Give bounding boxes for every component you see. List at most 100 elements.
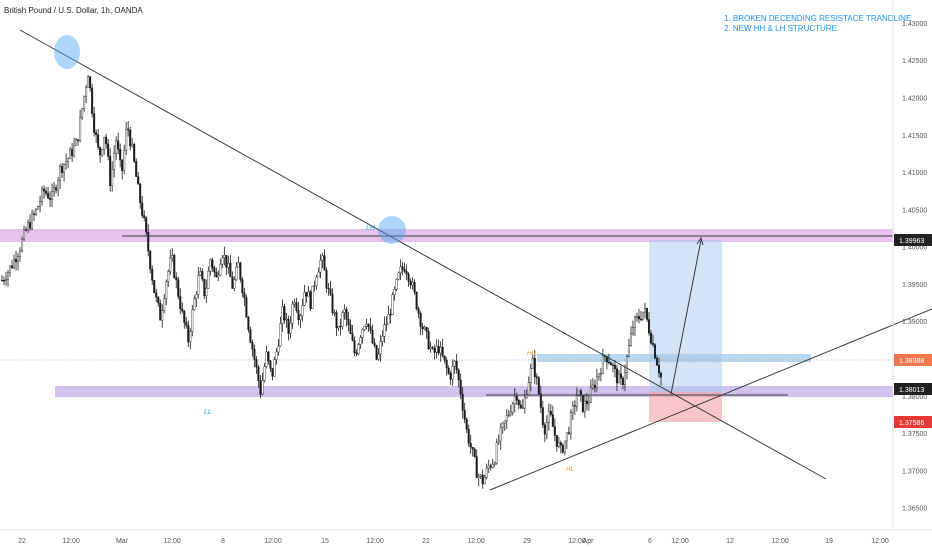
candle	[325, 267, 328, 293]
candle-body	[209, 259, 212, 272]
candle	[649, 330, 652, 345]
candle-body	[473, 448, 476, 457]
candle-body	[163, 298, 166, 311]
time-axis[interactable]: 22 12:00 Mar 12:00 8 12:00 15 12:00 22 12:00 29 12:…	[18, 538, 889, 545]
candle-body	[575, 395, 578, 407]
candle	[133, 142, 136, 163]
candle-body	[507, 414, 510, 416]
candle	[115, 136, 118, 161]
candle	[231, 271, 234, 289]
candle-body	[559, 442, 562, 446]
candle-body	[373, 342, 376, 346]
candle-body	[443, 355, 446, 361]
candle-body	[225, 255, 228, 268]
candle-body	[433, 348, 436, 353]
candle	[99, 146, 102, 164]
candle-body	[421, 326, 424, 330]
candle	[161, 304, 164, 328]
candle-body	[185, 322, 188, 326]
candle-body	[601, 355, 604, 374]
candle-body	[117, 140, 120, 150]
candle-body	[439, 346, 442, 354]
candle-body	[509, 412, 512, 415]
candle	[345, 306, 348, 327]
candle	[63, 163, 66, 182]
descending-trendline[interactable]	[19, 29, 827, 480]
candle-body	[353, 340, 356, 353]
candle	[27, 219, 30, 234]
candle-body	[623, 372, 626, 385]
candle	[121, 159, 124, 180]
candle-body	[567, 432, 570, 434]
candle-body	[305, 292, 308, 297]
candle-body	[477, 475, 480, 478]
candle-body	[149, 251, 152, 270]
y-tick-label: 1.38000	[902, 394, 927, 401]
candle-body	[633, 316, 636, 328]
candle-body	[571, 405, 574, 413]
projection-arrow[interactable]	[670, 239, 702, 395]
ascending-trendline[interactable]	[489, 308, 932, 491]
candle	[337, 325, 340, 331]
candle	[311, 285, 314, 309]
candle	[493, 461, 496, 467]
candle-body	[583, 400, 586, 412]
candle	[449, 370, 452, 386]
candle	[657, 357, 660, 378]
candle-body	[155, 292, 158, 298]
candle-body	[395, 279, 398, 290]
candle-body	[13, 258, 16, 268]
candle-body	[407, 273, 410, 282]
candle-body	[53, 187, 56, 192]
candle	[461, 387, 464, 419]
candle-body	[289, 322, 292, 334]
candle-body	[259, 380, 262, 395]
candle	[293, 298, 296, 308]
candle	[391, 292, 394, 316]
candle	[621, 376, 624, 390]
candle-body	[335, 312, 338, 329]
candle	[489, 463, 492, 471]
price-label-stop: 1.37586	[894, 416, 932, 428]
candle-body	[613, 364, 616, 369]
candle	[9, 265, 12, 277]
candle-body	[333, 312, 336, 314]
candle	[71, 143, 74, 162]
candle	[643, 302, 646, 319]
candle-body	[415, 292, 418, 310]
candle-body	[295, 302, 298, 311]
candle	[93, 106, 96, 137]
candle-body	[351, 333, 354, 341]
candle-body	[97, 134, 100, 148]
candle-body	[275, 351, 278, 360]
candle	[279, 316, 282, 347]
candle	[451, 359, 454, 386]
candle	[41, 186, 44, 206]
candle-body	[387, 314, 390, 325]
candle	[61, 163, 64, 178]
candle-body	[375, 345, 378, 360]
candle	[583, 394, 586, 418]
candle-body	[657, 364, 660, 374]
candle	[645, 307, 648, 322]
candle-body	[191, 309, 194, 332]
candle-body	[227, 262, 230, 268]
candle-body	[143, 215, 146, 218]
candle	[477, 473, 480, 487]
candle	[283, 303, 286, 324]
candle	[225, 255, 228, 275]
candle	[13, 254, 16, 270]
candle	[501, 422, 504, 434]
target-zone	[649, 240, 722, 392]
candle	[213, 265, 216, 278]
candle	[377, 348, 380, 361]
x-tick-label: 12:00	[62, 538, 80, 545]
candle-body	[267, 351, 270, 361]
candle	[239, 261, 242, 283]
candle-body	[307, 291, 310, 297]
candle-body	[141, 202, 144, 216]
price-axis[interactable]: 1.365001.370001.375001.380001.385001.390…	[902, 21, 927, 513]
candle-body	[401, 266, 404, 270]
candle-body	[311, 285, 314, 309]
